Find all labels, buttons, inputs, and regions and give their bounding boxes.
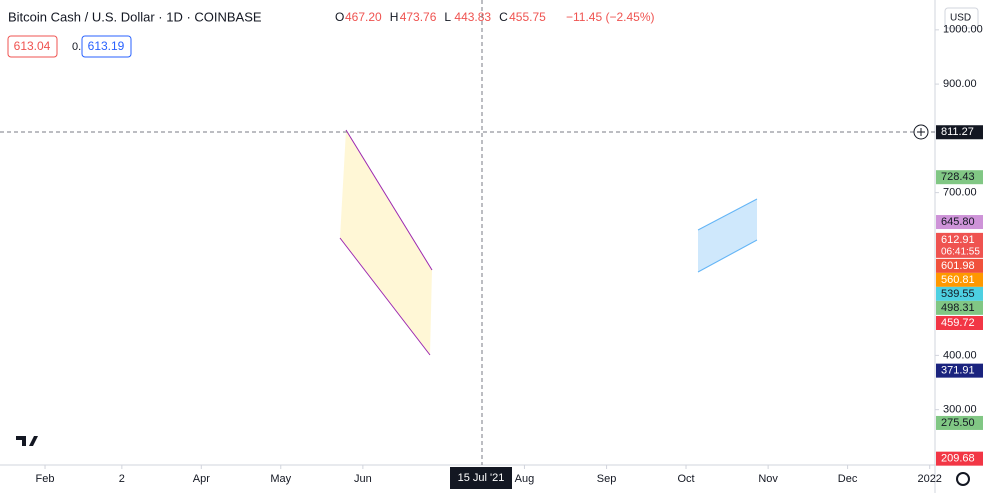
ohlc-value: 455.75	[509, 10, 546, 24]
x-tick-label: Jun	[354, 473, 372, 485]
channel-line	[339, 237, 431, 356]
crosshair-date: 15 Jul '21	[458, 472, 505, 484]
level-label-bg	[936, 258, 983, 273]
x-tick-label: Nov	[758, 473, 778, 485]
level-label: 560.81	[941, 274, 975, 286]
channel-line	[345, 129, 433, 271]
level-label-bg	[936, 232, 983, 247]
level-label-bg	[936, 125, 983, 140]
level-label: 728.43	[941, 171, 975, 183]
plot-area	[339, 129, 758, 356]
level-label-bg	[936, 272, 983, 287]
y-tick-label: 900.00	[943, 78, 977, 90]
change: −11.45 (−2.45%)	[566, 10, 655, 24]
ohlc-value: 473.76	[400, 10, 437, 24]
level-label-bg	[936, 300, 983, 315]
level-label-bg	[936, 315, 983, 330]
level-label-bg	[936, 415, 983, 430]
level-label: 275.50	[941, 417, 975, 429]
y-tick-label: 400.00	[943, 349, 977, 361]
level-label: 209.68	[941, 453, 975, 465]
ohlc-value: 443.83	[454, 10, 491, 24]
chart-title: Bitcoin Cash / U.S. Dollar · 1D · COINBA…	[8, 9, 262, 24]
tv-logo	[16, 436, 38, 446]
x-tick-label: Apr	[193, 473, 210, 485]
x-tick-label: May	[270, 473, 291, 485]
ohlc-value: 467.20	[345, 10, 382, 24]
x-tick-label: Oct	[677, 473, 694, 485]
rising-channel	[698, 199, 757, 272]
buy-box[interactable]	[81, 35, 132, 58]
y-tick-label: 700.00	[943, 187, 977, 199]
x-tick-label: Aug	[515, 473, 535, 485]
x-tick-label: Sep	[597, 473, 617, 485]
y-tick-label: 300.00	[943, 404, 977, 416]
bid[interactable]: 613.04	[14, 39, 51, 53]
crosshair-date-bg	[450, 467, 512, 489]
ohlc-legend: O 467.20 H 473.76 L 443.83 C 455.75	[335, 10, 546, 24]
ohlc-key: C	[499, 10, 508, 24]
settings-icon[interactable]	[956, 472, 970, 486]
level-label-bg	[936, 451, 983, 466]
x-tick-label: Dec	[838, 473, 858, 485]
level-label: 371.91	[941, 365, 975, 377]
level-label-bg	[936, 363, 983, 378]
level-label: 601.98	[941, 260, 975, 272]
level-label: 498.31	[941, 302, 975, 314]
countdown: 06:41:55	[941, 247, 980, 258]
falling-channel	[340, 130, 432, 355]
x-tick-label: Feb	[36, 473, 55, 485]
level-label-bg	[936, 286, 983, 301]
x-tick-label: 2	[119, 473, 125, 485]
currency-button[interactable]	[944, 7, 979, 29]
plus-icon	[917, 128, 925, 136]
level-label-bg	[936, 170, 983, 185]
currency[interactable]: USD	[950, 13, 971, 24]
level-label: 645.80	[941, 216, 975, 228]
level-label: 459.72	[941, 317, 975, 329]
level-label: 539.55	[941, 288, 975, 300]
channel-line	[697, 198, 758, 231]
ohlc-key: H	[390, 10, 399, 24]
x-tick-label: 2022	[917, 473, 941, 485]
ohlc-key: L	[444, 10, 451, 24]
ohlc-key: O	[335, 10, 344, 24]
countdown-bg	[936, 245, 983, 258]
level-label: 811.27	[941, 126, 974, 138]
level-label: 612.91	[941, 234, 975, 246]
ask[interactable]: 613.19	[88, 39, 125, 53]
channel-line	[697, 239, 758, 273]
y-tick-label: 1000.00	[943, 24, 983, 36]
level-label-bg	[936, 215, 983, 230]
sell-box[interactable]	[7, 35, 58, 58]
